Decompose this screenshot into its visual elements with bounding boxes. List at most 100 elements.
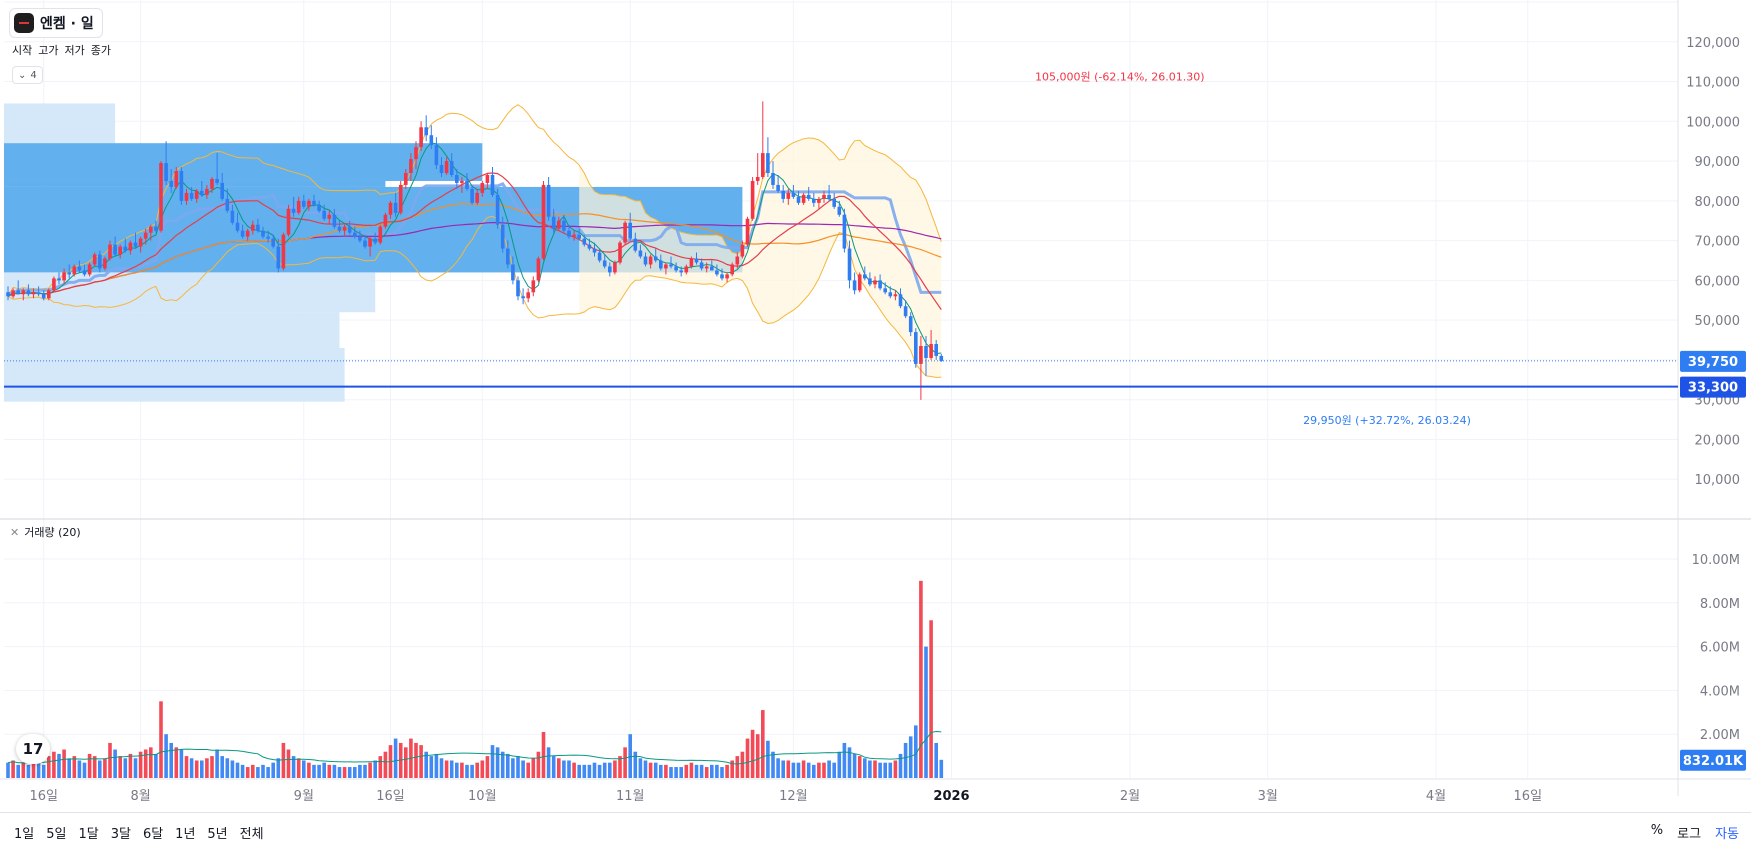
candle-body	[878, 280, 882, 289]
candle-body	[852, 280, 857, 291]
candle-body	[230, 210, 235, 223]
range-5y-button[interactable]: 5년	[207, 827, 228, 842]
candle-body	[470, 188, 474, 203]
volume-tick-label: 10.00M	[1692, 553, 1740, 568]
candle-body	[77, 266, 82, 271]
volume-bar	[898, 753, 903, 778]
candle-body	[123, 246, 128, 251]
volume-bars	[6, 580, 944, 778]
candle-body	[587, 244, 592, 249]
volume-bar	[832, 762, 836, 778]
candle-body	[674, 266, 678, 271]
range-6m-button[interactable]: 6달	[142, 827, 164, 842]
zone-box	[4, 347, 345, 402]
volume-bar	[271, 762, 275, 778]
candle-body	[393, 202, 398, 213]
volume-bar	[332, 764, 337, 778]
candle-body	[720, 274, 724, 279]
volume-bar	[613, 760, 617, 778]
candle-body	[730, 264, 734, 275]
ohlc-legend: 시작 고가 저가 종가	[12, 42, 111, 58]
candle-body	[745, 218, 750, 245]
candle-body	[92, 254, 97, 265]
volume-bar	[87, 753, 92, 778]
time-tick-label: 4월	[1426, 789, 1446, 804]
volume-bar	[888, 762, 893, 778]
volume-bar	[444, 760, 449, 778]
volume-bar	[812, 764, 816, 778]
volume-bar	[383, 751, 388, 778]
tradingview-logo-icon[interactable]: 17	[16, 734, 50, 764]
candle-body	[832, 198, 836, 207]
ma20-line	[7, 172, 942, 310]
volume-bar	[643, 760, 648, 778]
volume-bar	[562, 760, 566, 778]
candle-body	[582, 238, 587, 245]
volume-bar	[302, 760, 306, 778]
price-tick-label: 10,000	[1695, 473, 1741, 488]
indicator-collapse-button[interactable]: ⌄ 4	[12, 66, 43, 84]
candle-body	[184, 192, 189, 201]
volume-bar	[215, 749, 219, 778]
volume-bar	[720, 767, 724, 778]
range-1m-button[interactable]: 1달	[78, 827, 99, 842]
candle-body	[924, 346, 928, 358]
volume-bar	[776, 758, 780, 778]
range-3m-button[interactable]: 3달	[110, 827, 131, 842]
volume-bar	[511, 758, 515, 778]
volume-bar	[57, 753, 61, 778]
volume-bar	[281, 742, 286, 778]
volume-bar	[689, 762, 694, 778]
log-scale-button[interactable]: 로그	[1677, 827, 1702, 842]
volume-bar	[92, 756, 97, 778]
symbol-selector[interactable]: 엔켐 · 일	[9, 8, 103, 38]
volume-bar	[919, 580, 923, 778]
time-tick-label: 16일	[376, 789, 405, 804]
candle-body	[347, 226, 352, 233]
price-tick-label: 110,000	[1686, 76, 1740, 91]
auto-scale-button[interactable]: 자동	[1715, 827, 1739, 842]
bollinger-lower-line	[7, 215, 942, 378]
volume-bar	[557, 758, 561, 778]
scale-options: % 로그 자동	[1651, 823, 1739, 842]
range-5d-button[interactable]: 5일	[46, 827, 67, 842]
candle-body	[398, 184, 403, 213]
candle-body	[847, 248, 852, 281]
volume-bar	[169, 742, 173, 778]
candle-body	[67, 272, 71, 275]
candle-body	[143, 232, 148, 239]
candle-body	[149, 226, 153, 233]
volume-bar	[684, 764, 689, 778]
chart-canvas[interactable]: 105,000원 (-62.14%, 26.01.30) 29,950원 (+32…	[0, 0, 1751, 812]
candle-body	[312, 200, 316, 205]
volume-bar	[648, 762, 653, 778]
close-icon[interactable]: ✕	[10, 525, 20, 539]
range-1d-button[interactable]: 1일	[14, 827, 35, 842]
ma60-line	[7, 202, 942, 297]
volume-bar	[592, 762, 597, 778]
volume-bar	[358, 764, 362, 778]
range-all-button[interactable]: 전체	[239, 827, 264, 842]
zone-box	[4, 103, 116, 144]
candle-body	[827, 194, 831, 199]
volume-bar	[154, 753, 158, 778]
percent-scale-button[interactable]: %	[1650, 823, 1664, 838]
price-tick-label: 100,000	[1686, 115, 1740, 130]
volume-bar	[623, 747, 627, 778]
volume-tick-label: 8.00M	[1700, 597, 1740, 612]
volume-bar	[404, 747, 408, 778]
volume-bar	[123, 758, 128, 778]
volume-bar	[67, 758, 71, 778]
candle-body	[500, 224, 505, 249]
date-range-buttons: 1일 5일 1달 3달 6달 1년 5년 전체	[14, 823, 264, 842]
candle-body	[893, 294, 898, 297]
volume-bar	[638, 758, 643, 778]
volume-bar	[225, 758, 230, 778]
candle-body	[480, 182, 485, 193]
range-1y-button[interactable]: 1년	[175, 827, 196, 842]
candle-body	[455, 174, 459, 183]
candle-body	[618, 242, 622, 263]
current-price-badge: 39,750	[1688, 355, 1738, 370]
candle-body	[898, 294, 903, 307]
